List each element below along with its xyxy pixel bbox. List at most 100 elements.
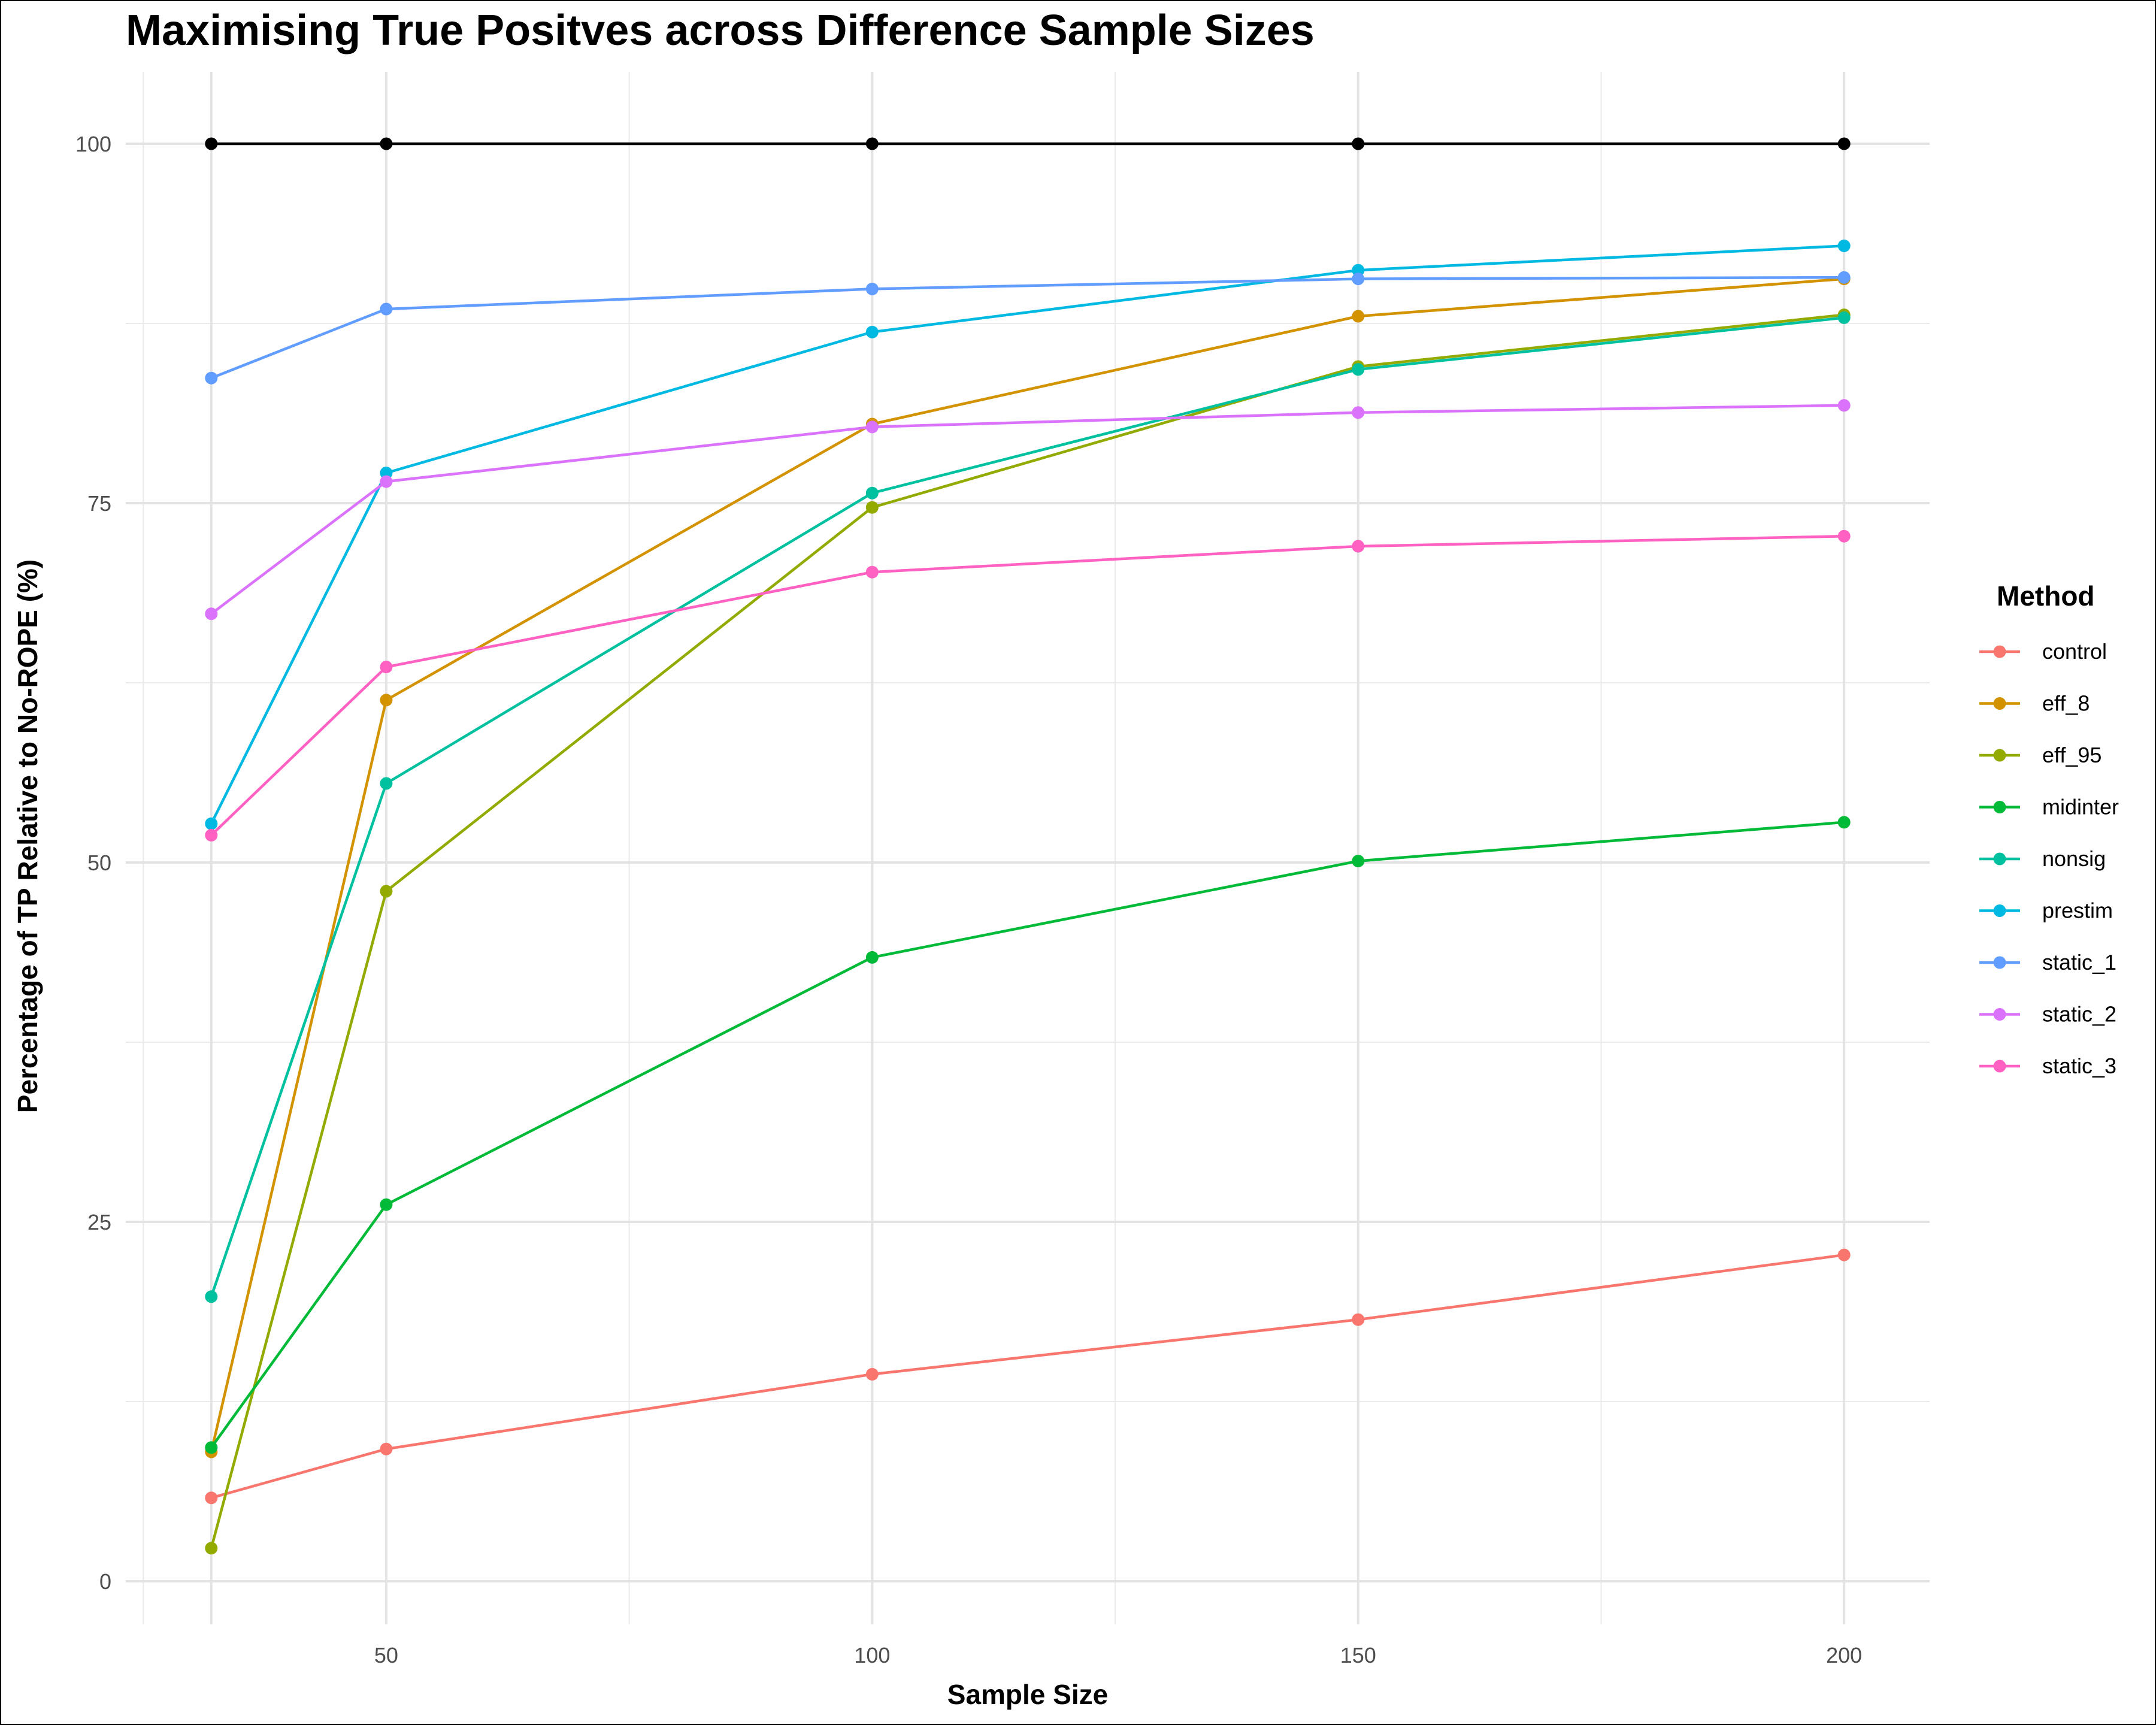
data-point [380, 475, 393, 488]
legend: Method control eff_8 eff_95 midinter nonsig p… [1979, 580, 2119, 1078]
y-tick-label: 75 [87, 491, 111, 516]
data-point [1352, 855, 1365, 868]
y-axis-title: Percentage of TP Relative to No-ROPE (%) [12, 559, 43, 1113]
data-point [865, 486, 879, 500]
legend-item-static_3: static_3 [1979, 1054, 2116, 1078]
series-line [210, 316, 1845, 1297]
legend-label: prestim [2042, 898, 2113, 923]
legend-item-eff_95: eff_95 [1979, 743, 2102, 767]
data-point [1352, 273, 1365, 286]
legend-label: static_1 [2042, 950, 2116, 975]
data-point [1352, 137, 1365, 150]
series-prestim [205, 239, 1851, 830]
series-line [210, 313, 1845, 1549]
data-point [1352, 264, 1365, 277]
data-point [380, 694, 393, 707]
data-point [205, 1441, 218, 1454]
y-tick-label: 0 [99, 1569, 111, 1594]
data-point [1837, 311, 1851, 324]
data-point [1837, 399, 1851, 412]
legend-label: control [2042, 639, 2107, 664]
data-point [380, 467, 393, 480]
legend-key-point [1993, 697, 2006, 710]
data-point [865, 420, 879, 434]
data-point [865, 137, 879, 150]
chart-title: Maximising True Positves across Differen… [126, 7, 1315, 55]
legend-key-point [1993, 1060, 2006, 1073]
data-point [1837, 137, 1851, 150]
legend-item-static_2: static_2 [1979, 1002, 2116, 1027]
x-tick-label: 200 [1826, 1643, 1862, 1668]
series-line [210, 244, 1845, 825]
legend-item-nonsig: nonsig [1979, 846, 2106, 871]
series-line [210, 276, 1845, 380]
data-point [865, 1367, 879, 1381]
x-tick-label: 50 [374, 1643, 398, 1668]
data-point [1352, 540, 1365, 553]
data-point [205, 607, 218, 621]
series-line [211, 1253, 1845, 1499]
series-nonsig [205, 311, 1851, 1303]
data-point [865, 501, 879, 514]
data-point [1352, 310, 1365, 323]
legend-key-point [1993, 749, 2006, 762]
data-point [380, 1442, 393, 1455]
data-point [380, 1198, 393, 1211]
data-point [1837, 529, 1851, 543]
data-series [205, 239, 1851, 1555]
legend-key-point [1993, 645, 2006, 658]
data-point [205, 137, 218, 150]
legend-key-point [1993, 904, 2006, 917]
data-point [380, 137, 393, 150]
legend-label: eff_8 [2042, 691, 2090, 716]
data-point [865, 282, 879, 295]
data-point [865, 325, 879, 338]
legend-label: nonsig [2042, 846, 2106, 871]
series-eff_95 [205, 308, 1851, 1555]
series-reference [205, 137, 1851, 150]
reference-series [205, 137, 1851, 150]
legend-items: control eff_8 eff_95 midinter nonsig prestim s… [1979, 639, 2119, 1078]
legend-title: Method [1997, 580, 2095, 612]
legend-item-static_1: static_1 [1979, 950, 2116, 975]
series-line [210, 404, 1845, 615]
data-point [380, 661, 393, 674]
data-point [380, 302, 393, 316]
legend-key-point [1993, 1008, 2006, 1021]
legend-key-point [1993, 801, 2006, 813]
data-point [205, 1491, 218, 1505]
y-axis-ticks: 0 25 50 75 100 [75, 132, 111, 1594]
series-line [210, 534, 1845, 837]
legend-label: eff_95 [2042, 743, 2102, 767]
series-static_3 [205, 529, 1851, 842]
legend-item-control: control [1979, 639, 2107, 664]
data-point [205, 371, 218, 385]
legend-label: static_3 [2042, 1054, 2116, 1078]
x-tick-label: 100 [854, 1643, 890, 1668]
data-point [1837, 271, 1851, 284]
series-control [205, 1248, 1851, 1505]
legend-key-point [1993, 956, 2006, 969]
data-point [205, 1290, 218, 1303]
data-point [1352, 363, 1365, 376]
x-axis-title: Sample Size [947, 1679, 1108, 1710]
x-axis-ticks: 50 100 150 200 [374, 1643, 1862, 1668]
data-point [1837, 1248, 1851, 1261]
data-point [865, 565, 879, 579]
legend-item-midinter: midinter [1979, 795, 2119, 819]
y-tick-label: 100 [75, 132, 111, 156]
data-point [865, 951, 879, 964]
y-tick-label: 25 [87, 1210, 111, 1234]
data-point [380, 885, 393, 898]
series-static_1 [205, 271, 1851, 385]
data-point [1352, 406, 1365, 419]
legend-item-prestim: prestim [1979, 898, 2113, 923]
x-tick-label: 150 [1340, 1643, 1376, 1668]
legend-label: static_2 [2042, 1002, 2116, 1027]
data-point [1837, 816, 1851, 829]
data-point [380, 777, 393, 790]
data-point [205, 817, 218, 830]
series-midinter [205, 816, 1851, 1454]
series-static_2 [205, 399, 1851, 621]
